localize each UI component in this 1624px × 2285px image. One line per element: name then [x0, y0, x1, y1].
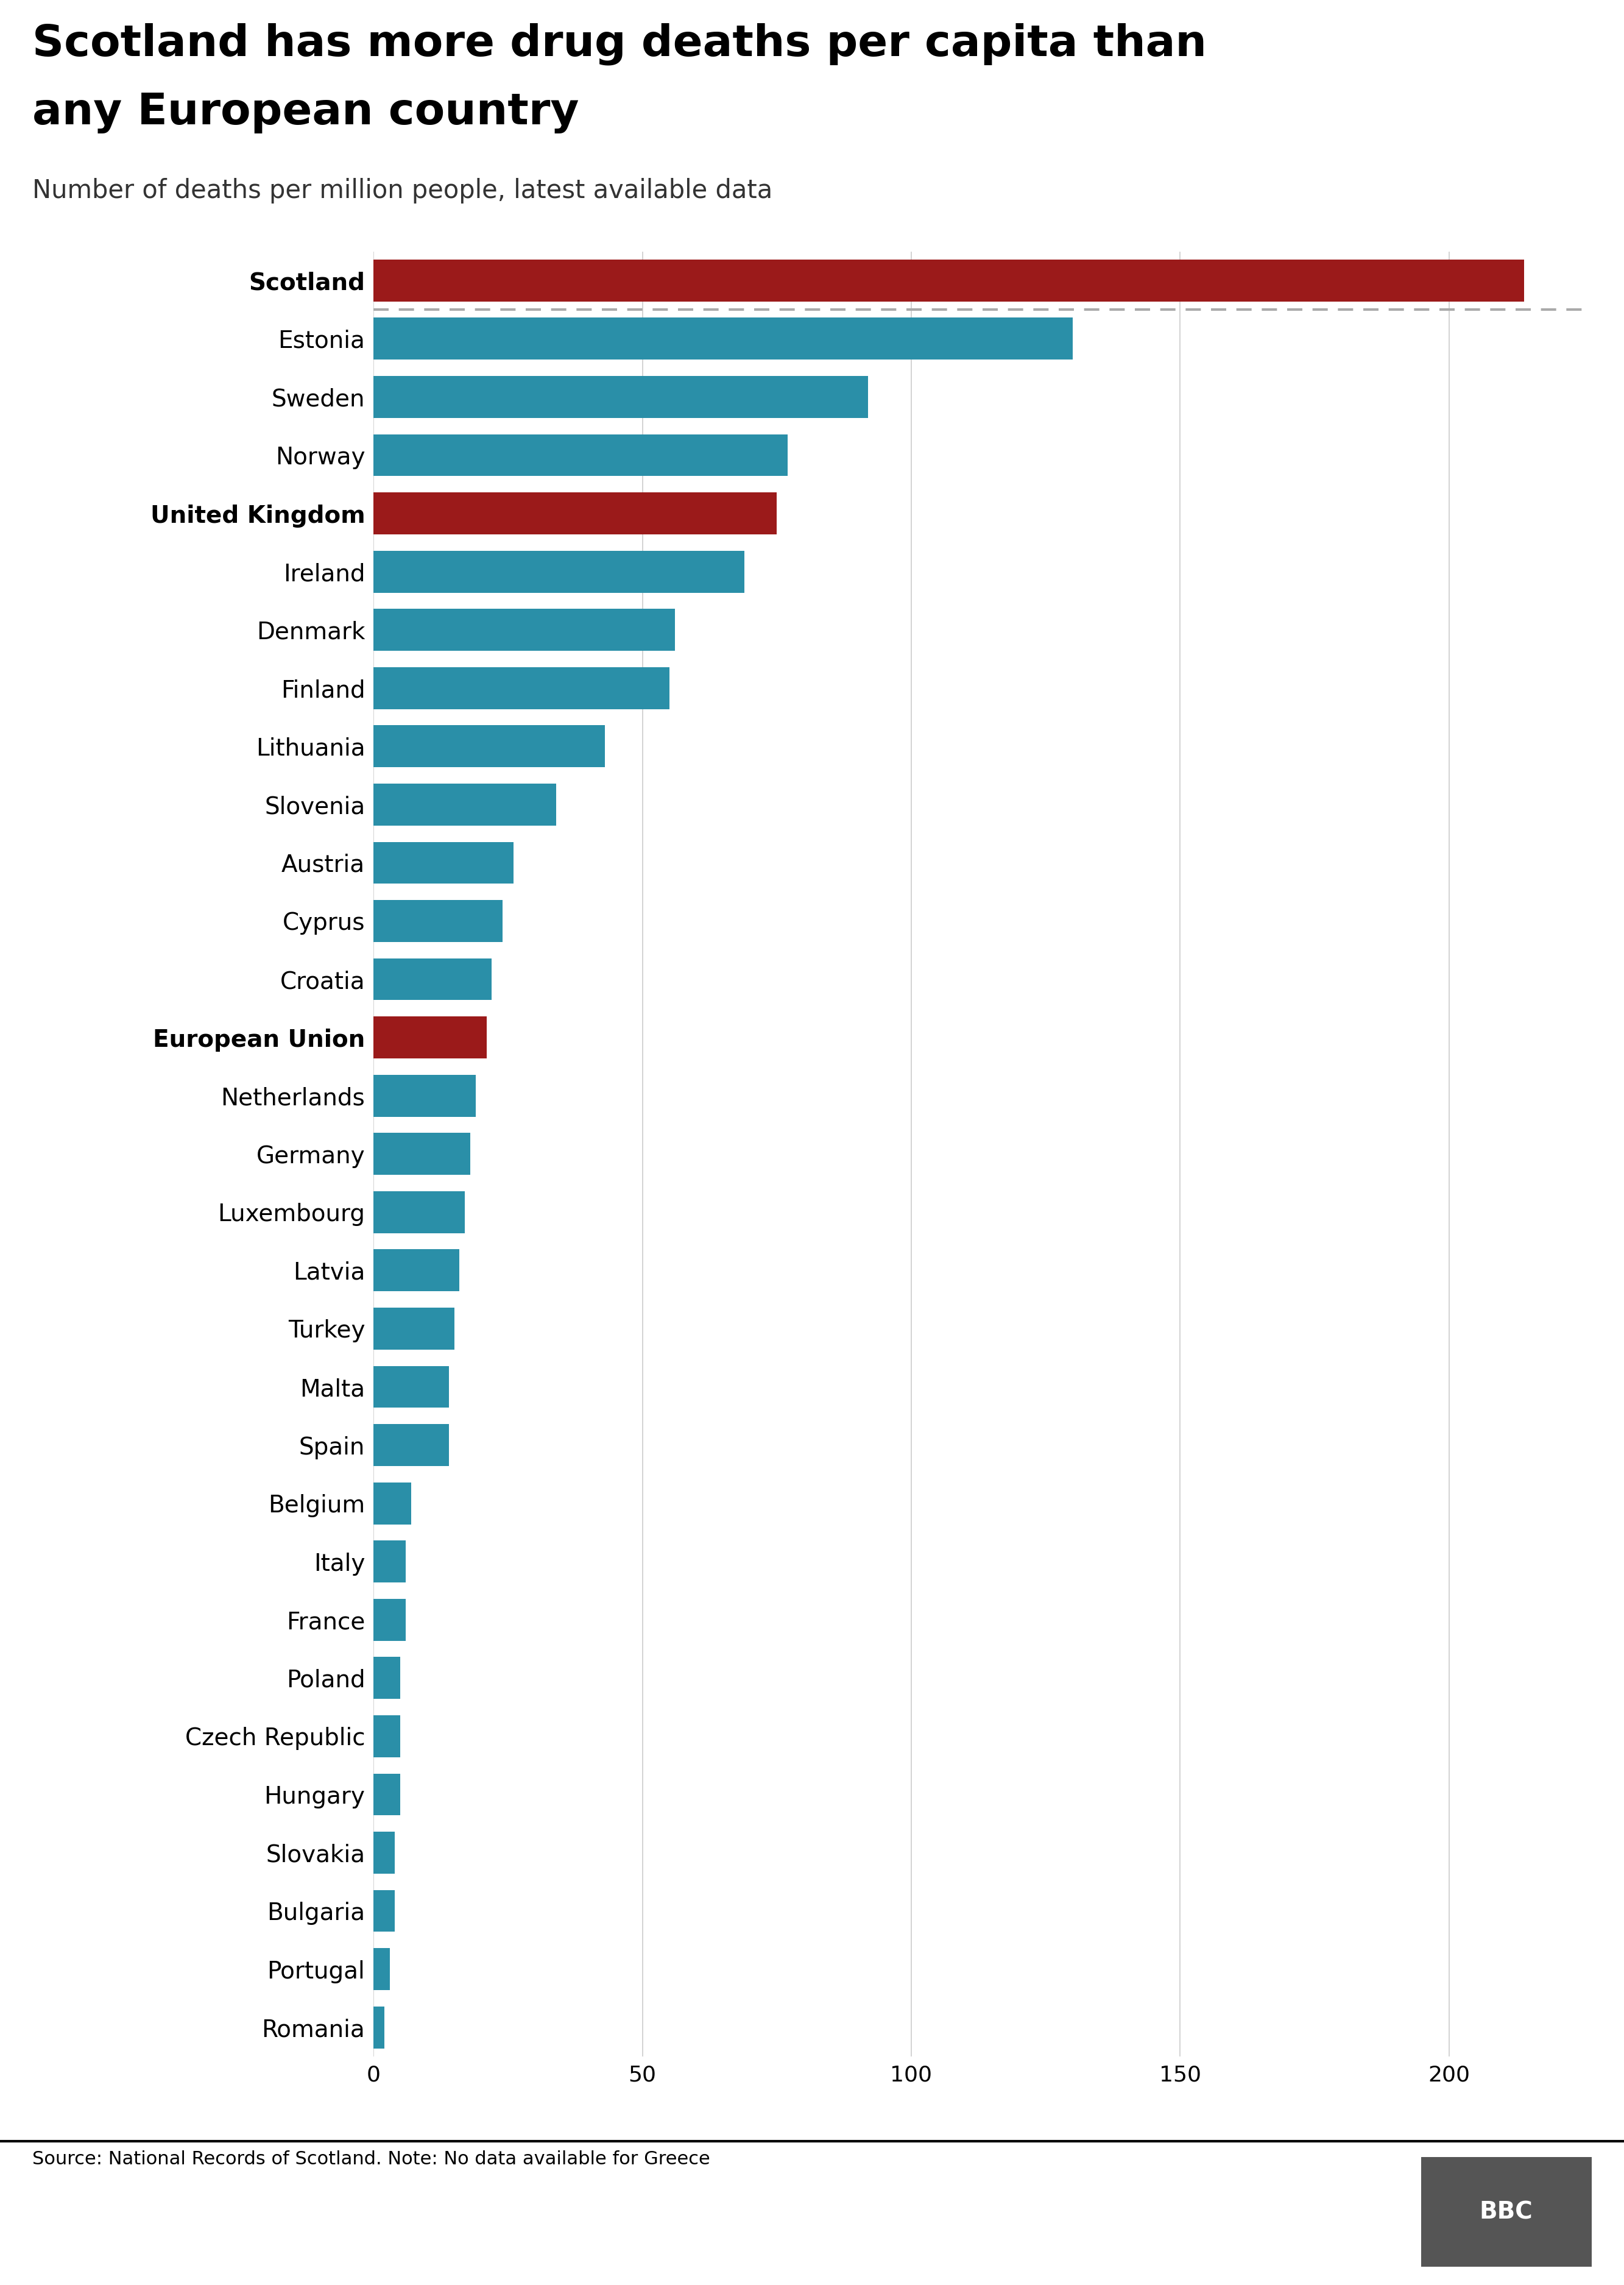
Bar — [374, 724, 604, 768]
Bar — [374, 1133, 471, 1174]
Bar — [374, 434, 788, 475]
Bar — [374, 1599, 406, 1641]
Bar — [374, 1366, 448, 1408]
Bar — [374, 1773, 401, 1814]
Bar — [374, 1833, 395, 1874]
Text: Number of deaths per million people, latest available data: Number of deaths per million people, lat… — [32, 178, 773, 203]
Bar — [374, 784, 557, 825]
Bar — [374, 494, 776, 535]
Bar — [374, 841, 513, 884]
Text: any European country: any European country — [32, 91, 580, 133]
Bar — [374, 1307, 455, 1350]
Bar — [374, 608, 674, 651]
Bar — [374, 1716, 401, 1757]
Bar — [374, 318, 1072, 359]
Text: Scotland has more drug deaths per capita than: Scotland has more drug deaths per capita… — [32, 23, 1207, 66]
Bar — [374, 377, 869, 418]
Bar — [374, 1949, 390, 1990]
Bar — [374, 1540, 406, 1584]
Bar — [374, 957, 492, 1001]
Bar — [374, 1657, 401, 1700]
Bar — [374, 1424, 448, 1467]
Bar — [374, 2006, 385, 2047]
Bar — [374, 1074, 476, 1117]
Bar — [374, 1190, 464, 1234]
Bar — [374, 1483, 411, 1524]
Bar — [374, 551, 744, 592]
Bar — [374, 1017, 487, 1058]
Text: Source: National Records of Scotland. Note: No data available for Greece: Source: National Records of Scotland. No… — [32, 2150, 710, 2168]
Text: BBC: BBC — [1479, 2200, 1533, 2223]
Bar — [374, 900, 502, 941]
Bar — [374, 260, 1525, 302]
Bar — [374, 1890, 395, 1931]
Bar — [374, 1250, 460, 1291]
Bar — [374, 667, 669, 708]
